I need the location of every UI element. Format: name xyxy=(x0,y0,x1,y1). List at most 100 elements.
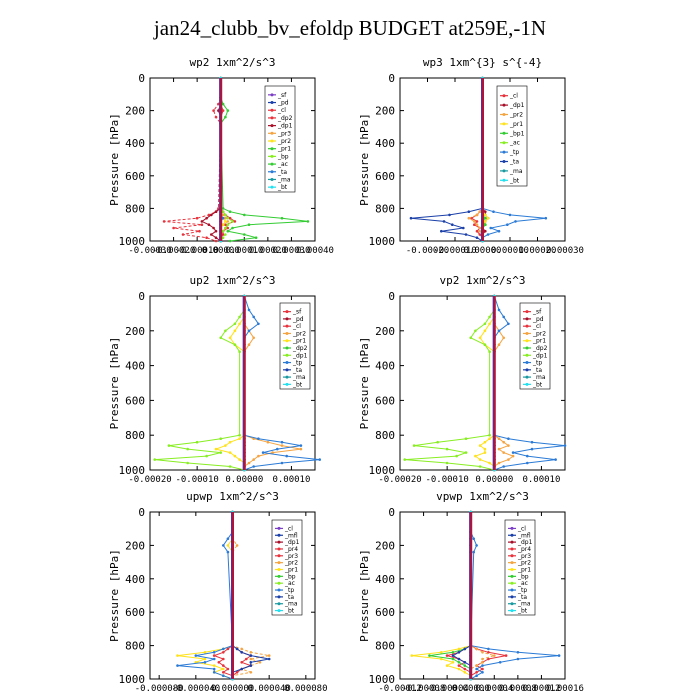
legend-label: _dp2 xyxy=(292,345,308,352)
series-point xyxy=(203,651,207,654)
x-tick-label: 0.000040 xyxy=(247,684,290,694)
series-point xyxy=(247,329,251,333)
legend-label: _dp1 xyxy=(277,123,293,130)
x-tick-label: 0.00010 xyxy=(272,475,310,485)
legend-marker xyxy=(285,346,289,350)
series-point xyxy=(497,343,501,347)
chart-title: vp2 1xm^2/s^3 xyxy=(439,274,525,287)
series-line-tp xyxy=(177,512,234,680)
series-point xyxy=(228,210,232,213)
y-tick-label: 800 xyxy=(125,202,145,215)
series-point xyxy=(403,458,407,461)
series-point xyxy=(487,657,490,661)
legend-label: _cl xyxy=(277,107,286,114)
series-line-pr3 xyxy=(232,512,253,679)
legend-marker xyxy=(525,353,529,357)
y-tick-label: 1000 xyxy=(369,673,396,686)
series-point xyxy=(221,233,225,236)
legend: _sf_pd_cl_pr2_pr1_dp2_dp1_tp_ta_ma_bt xyxy=(279,302,311,390)
series-line-pr3 xyxy=(445,512,472,679)
series-point xyxy=(511,454,515,458)
x-tick-label: 0.00030 xyxy=(546,246,584,256)
series-point xyxy=(463,664,467,667)
legend-label: _ma xyxy=(517,601,531,608)
series-point xyxy=(210,213,213,217)
series-point xyxy=(563,444,567,447)
y-tick-label: 600 xyxy=(375,170,395,183)
legend-label: _dp1 xyxy=(517,539,533,546)
legend-label: _pd xyxy=(277,100,289,107)
series-point xyxy=(492,210,495,213)
legend-marker xyxy=(525,361,529,365)
plot-frame xyxy=(399,511,566,680)
y-tick-label: 800 xyxy=(125,640,145,653)
series-point xyxy=(483,343,487,347)
y-tick-label: 0 xyxy=(138,506,145,519)
x-tick-label: 0.00000 xyxy=(452,684,490,694)
series-point xyxy=(475,223,479,226)
series-point xyxy=(473,223,476,226)
y-tick-label: 600 xyxy=(375,606,395,619)
legend-label: _ta xyxy=(517,594,527,601)
legend-label: _pr3 xyxy=(517,553,531,560)
chart-title: up2 1xm^2/s^3 xyxy=(189,274,275,287)
series-point xyxy=(186,447,189,451)
series-point xyxy=(463,661,467,664)
legend-label: _ac xyxy=(284,580,295,587)
y-tick-label: 800 xyxy=(375,429,395,442)
x-tick-label: -0.00020 xyxy=(406,246,449,256)
series-point xyxy=(483,440,487,444)
series-point xyxy=(231,226,234,230)
legend-marker xyxy=(285,324,289,328)
series-point xyxy=(412,444,416,447)
legend-marker xyxy=(285,331,289,335)
chart-title: wp3 1xm^{3} s^{-4} xyxy=(423,56,542,69)
y-tick-label: 600 xyxy=(375,394,395,407)
legend-box xyxy=(271,519,303,616)
legend-label: _pr4 xyxy=(284,546,298,553)
series-point xyxy=(474,454,477,458)
series-point xyxy=(226,229,230,233)
legend-marker xyxy=(277,526,281,530)
series-point xyxy=(440,657,443,661)
series-point xyxy=(252,315,255,319)
series-point xyxy=(488,315,491,319)
series-point xyxy=(483,447,487,451)
series-point xyxy=(484,220,487,223)
series-line-ta xyxy=(410,78,483,242)
series-point xyxy=(222,667,225,671)
legend-box xyxy=(519,302,551,390)
y-tick-label: 400 xyxy=(375,360,395,373)
legend-marker xyxy=(510,533,514,537)
series-point xyxy=(502,465,506,468)
series-point xyxy=(474,329,477,333)
series-point xyxy=(475,220,479,223)
legend-marker xyxy=(510,595,514,599)
legend-label: _sf xyxy=(532,309,542,316)
legend-marker xyxy=(270,170,274,174)
legend-marker xyxy=(285,310,289,314)
legend-label: _cl xyxy=(532,323,541,330)
legend-label: _bt xyxy=(277,184,288,191)
legend-marker xyxy=(510,568,514,571)
series-point xyxy=(280,461,284,465)
series-point xyxy=(224,115,227,119)
legend-marker xyxy=(510,554,514,558)
y-tick-label: 1000 xyxy=(119,235,146,248)
series-line-dp1 xyxy=(154,296,245,471)
x-tick-label: -0.00010 xyxy=(175,475,218,485)
series-point xyxy=(440,651,443,654)
series-point xyxy=(508,213,512,217)
y-tick-label: 400 xyxy=(375,137,395,150)
x-tick-label: 0.00010 xyxy=(522,475,560,485)
series-point xyxy=(226,220,230,223)
series-point xyxy=(299,444,303,447)
series-point xyxy=(457,664,461,667)
series-point xyxy=(195,216,199,220)
series-point xyxy=(488,322,491,326)
x-tick-label: -0.00020 xyxy=(378,475,421,485)
series-line-pr2 xyxy=(493,296,515,470)
legend-marker xyxy=(502,150,506,154)
series-point xyxy=(483,329,487,333)
legend-marker xyxy=(510,526,514,530)
